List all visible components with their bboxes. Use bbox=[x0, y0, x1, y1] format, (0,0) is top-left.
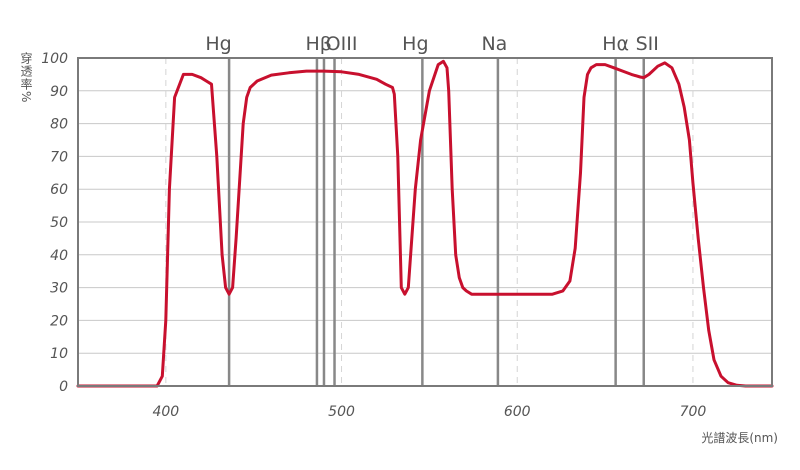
x-axis-label: 光譜波長(nm) bbox=[701, 430, 778, 445]
x-tick-labels: 400 500 600 700 bbox=[152, 404, 706, 420]
x-tick-700: 700 bbox=[680, 404, 707, 420]
spectral-lines bbox=[227, 58, 645, 386]
spectral-line-label-3: OIII bbox=[326, 33, 358, 55]
spectral-line-label-7: SII bbox=[636, 33, 659, 55]
y-axis-label: 穿透率% bbox=[19, 51, 33, 104]
grid bbox=[78, 58, 772, 386]
spectral-line-label-6: Hα bbox=[602, 33, 629, 55]
y-tick-70: 70 bbox=[50, 149, 68, 165]
spectral-line-label-0: Hg bbox=[205, 33, 231, 55]
y-tick-0: 0 bbox=[59, 379, 68, 395]
y-tick-90: 90 bbox=[50, 84, 68, 100]
y-tick-labels: 0 10 20 30 40 50 60 70 80 90 100 bbox=[41, 51, 68, 395]
y-tick-80: 80 bbox=[50, 117, 68, 133]
x-tick-600: 600 bbox=[504, 404, 531, 420]
y-tick-60: 60 bbox=[50, 182, 68, 198]
y-tick-40: 40 bbox=[50, 248, 68, 264]
x-tick-500: 500 bbox=[328, 404, 355, 420]
plot-frame bbox=[77, 57, 773, 387]
y-tick-50: 50 bbox=[50, 215, 68, 231]
y-tick-10: 10 bbox=[50, 346, 68, 362]
transmission-curve bbox=[76, 59, 774, 388]
y-tick-20: 20 bbox=[50, 313, 68, 329]
x-tick-400: 400 bbox=[152, 404, 179, 420]
spectral-line-label-5: Na bbox=[481, 33, 507, 55]
transmission-curve-group bbox=[76, 59, 774, 388]
spectral-line-label-1: Hβ bbox=[305, 33, 331, 55]
spectral-line-label-4: Hg bbox=[402, 33, 428, 55]
y-tick-30: 30 bbox=[50, 281, 68, 297]
y-tick-100: 100 bbox=[41, 51, 68, 67]
